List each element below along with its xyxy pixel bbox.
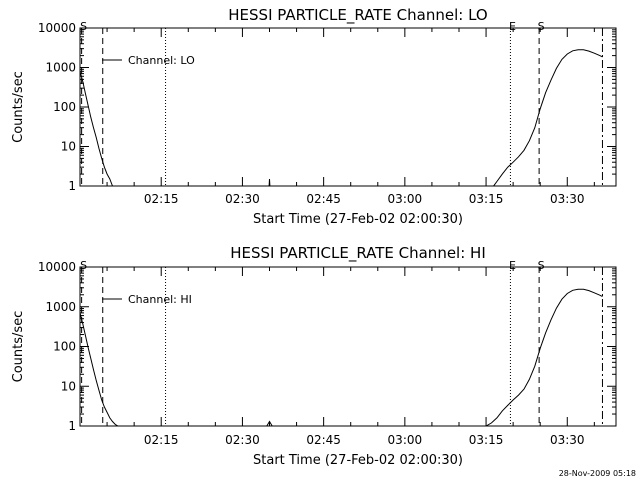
y-tick-label: 1000 — [45, 300, 76, 314]
marker-label: E — [509, 20, 516, 33]
x-tick-label: 03:30 — [550, 192, 585, 206]
legend-label: Channel: HI — [128, 293, 192, 306]
x-axis-label: Start Time (27-Feb-02 02:00:30) — [253, 212, 463, 227]
x-axis-label: Start Time (27-Feb-02 02:00:30) — [253, 453, 463, 468]
legend-label: Channel: LO — [128, 54, 195, 67]
y-tick-label: 100 — [53, 340, 76, 354]
x-tick-label: 02:15 — [144, 192, 179, 206]
y-tick-label: 1 — [68, 179, 76, 193]
channel-lo-panel: HESSI PARTICLE_RATE Channel: LO 1 10 100 100… — [11, 6, 617, 227]
y-tick-label: 10000 — [38, 260, 76, 274]
chart-title: HESSI PARTICLE_RATE Channel: HI — [230, 244, 486, 263]
x-tick-label: 03:00 — [388, 192, 423, 206]
marker-label: S — [538, 20, 545, 33]
marker-label: S — [80, 259, 87, 272]
y-tick-label: 10 — [61, 140, 76, 154]
y-tick-label: 100 — [53, 100, 76, 114]
marker-label: S — [538, 259, 545, 272]
marker-label: S — [80, 20, 87, 33]
x-tick-label: 02:30 — [225, 192, 260, 206]
series-line — [80, 288, 603, 426]
x-tick-label: 02:15 — [144, 433, 179, 447]
x-tick-label: 02:45 — [306, 433, 341, 447]
x-tick-label: 02:45 — [306, 192, 341, 206]
chart-title: HESSI PARTICLE_RATE Channel: LO — [228, 6, 487, 25]
y-axis-label: Counts/sec — [11, 71, 26, 143]
footer-timestamp: 28-Nov-2009 05:18 — [559, 469, 636, 478]
x-tick-label: 02:30 — [225, 433, 260, 447]
plot-frame — [79, 27, 617, 187]
marker-label: E — [509, 259, 516, 272]
y-axis-label: Counts/sec — [11, 311, 26, 383]
y-tick-label: 10000 — [38, 21, 76, 35]
y-tick-label: 1 — [68, 419, 76, 433]
x-tick-label: 03:30 — [550, 433, 585, 447]
x-tick-label: 03:15 — [469, 433, 504, 447]
x-tick-label: 03:15 — [469, 192, 504, 206]
y-tick-label: 1000 — [45, 61, 76, 75]
plot-frame — [79, 266, 617, 427]
channel-hi-panel: HESSI PARTICLE_RATE Channel: HI 1 10 100 100… — [11, 244, 617, 468]
x-tick-label: 03:00 — [388, 433, 423, 447]
y-tick-label: 10 — [61, 379, 76, 393]
series-line — [80, 49, 603, 186]
